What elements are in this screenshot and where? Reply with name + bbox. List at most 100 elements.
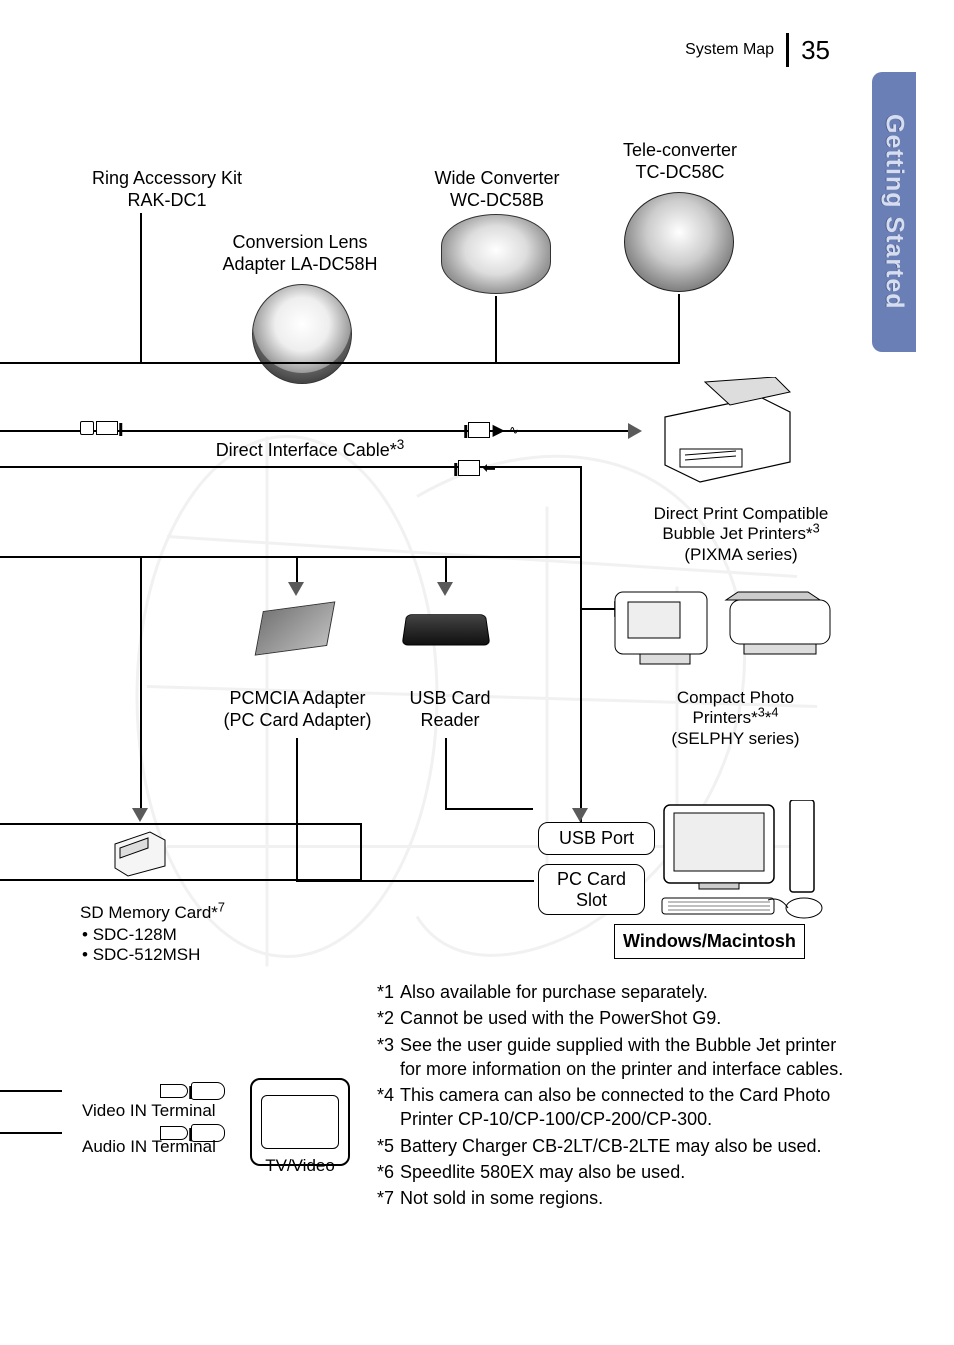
footnote-text: Battery Charger CB-2LT/CB-2LTE may also … bbox=[400, 1134, 822, 1158]
header-title: System Map bbox=[685, 41, 774, 59]
footnote-marker: *2 bbox=[377, 1006, 394, 1030]
cable-plug-icon: |||| ⬅ bbox=[453, 458, 496, 478]
header-separator bbox=[786, 33, 789, 67]
connector-line bbox=[0, 362, 680, 364]
label-text: Direct Interface Cable* bbox=[216, 440, 397, 460]
list-item: SDC-512MSH bbox=[82, 945, 200, 965]
label-superscript: 3 bbox=[813, 521, 820, 536]
page-number: 35 bbox=[801, 35, 830, 66]
connector-line bbox=[0, 556, 580, 558]
section-tab: Getting Started bbox=[872, 72, 916, 352]
label-text: (PC Card Adapter) bbox=[223, 710, 371, 730]
image-conversion-lens-adapter bbox=[252, 284, 352, 384]
connector-line bbox=[0, 1132, 62, 1134]
connector-line bbox=[140, 213, 142, 362]
label-superscript: 4 bbox=[771, 705, 778, 720]
sd-card-model-list: SDC-128M SDC-512MSH bbox=[82, 925, 200, 965]
label-ring-accessory-kit: Ring Accessory Kit RAK-DC1 bbox=[62, 168, 272, 211]
label-text: WC-DC58B bbox=[450, 190, 544, 210]
label-text: (SELPHY series) bbox=[671, 729, 799, 748]
connector-line bbox=[296, 880, 534, 882]
cable-plug-icon: |||| bbox=[160, 1082, 225, 1100]
arrow-icon bbox=[288, 582, 304, 596]
footnote-marker: *7 bbox=[377, 1186, 394, 1210]
label-wide-converter: Wide Converter WC-DC58B bbox=[412, 168, 582, 211]
connector-line bbox=[445, 808, 533, 810]
label-conversion-lens-adapter: Conversion Lens Adapter LA-DC58H bbox=[205, 232, 395, 275]
label-tele-converter: Tele-converter TC-DC58C bbox=[605, 140, 755, 183]
footnote-text: This camera can also be connected to the… bbox=[400, 1083, 852, 1132]
arrow-icon bbox=[628, 423, 642, 439]
label-text: Windows/Macintosh bbox=[623, 931, 796, 951]
label-bubblejet-printers: Direct Print Compatible Bubble Jet Print… bbox=[636, 504, 846, 565]
label-usb-card-reader: USB Card Reader bbox=[395, 688, 505, 731]
footnote-marker: *3 bbox=[377, 1033, 394, 1082]
section-tab-label: Getting Started bbox=[880, 114, 909, 310]
connector-line bbox=[296, 556, 298, 583]
connector-line bbox=[296, 738, 298, 880]
arrow-icon bbox=[572, 808, 588, 822]
footnote-text: Not sold in some regions. bbox=[400, 1186, 603, 1210]
label-text: PC Card bbox=[557, 869, 626, 889]
label-text: Wide Converter bbox=[434, 168, 559, 188]
sd-card-group-box bbox=[0, 823, 362, 881]
label-superscript: 3 bbox=[397, 437, 405, 452]
label-text: Direct Print Compatible bbox=[654, 504, 829, 523]
connector-line bbox=[445, 556, 447, 583]
label-text: Slot bbox=[576, 890, 607, 910]
badge-usb-port: USB Port bbox=[538, 822, 655, 855]
label-text: USB Card bbox=[409, 688, 490, 708]
label-text: RAK-DC1 bbox=[127, 190, 206, 210]
footnote-text: Also available for purchase separately. bbox=[400, 980, 708, 1004]
arrow-icon bbox=[437, 582, 453, 596]
image-tele-converter bbox=[624, 192, 734, 292]
footnote-marker: *5 bbox=[377, 1134, 394, 1158]
image-computer bbox=[654, 800, 844, 920]
footnotes: *1Also available for purchase separately… bbox=[377, 980, 852, 1213]
footnote-marker: *6 bbox=[377, 1160, 394, 1184]
connector-line bbox=[445, 738, 447, 808]
label-text: Tele-converter bbox=[623, 140, 737, 160]
connector-line bbox=[678, 294, 680, 364]
image-tv bbox=[250, 1078, 350, 1166]
image-compact-photo-printers bbox=[610, 572, 840, 672]
cable-plug-icon: |||| bbox=[80, 420, 121, 436]
footnote-text: See the user guide supplied with the Bub… bbox=[400, 1033, 852, 1082]
label-text: Conversion Lens bbox=[232, 232, 367, 252]
label-text: (PIXMA series) bbox=[684, 545, 797, 564]
label-superscript: 7 bbox=[218, 899, 225, 914]
label-text: TC-DC58C bbox=[635, 162, 724, 182]
label-tv-video: TV/Video bbox=[250, 1156, 350, 1176]
label-compact-photo-printers: Compact Photo Printers*3*4 (SELPHY serie… bbox=[648, 688, 823, 749]
connector-line bbox=[0, 556, 2, 557]
label-text: Reader bbox=[420, 710, 479, 730]
connector-line bbox=[580, 466, 582, 824]
footnote-text: Cannot be used with the PowerShot G9. bbox=[400, 1006, 721, 1030]
label-text: USB Port bbox=[559, 828, 634, 848]
list-item: SDC-128M bbox=[82, 925, 200, 945]
label-pcmcia-adapter: PCMCIA Adapter (PC Card Adapter) bbox=[215, 688, 380, 731]
badge-pc-card-slot: PC Card Slot bbox=[538, 864, 645, 915]
label-text: Printers* bbox=[693, 708, 758, 727]
label-superscript: 3 bbox=[758, 705, 765, 720]
footnote-marker: *4 bbox=[377, 1083, 394, 1132]
arrow-icon bbox=[132, 808, 148, 822]
connector-line bbox=[495, 296, 497, 362]
footnote-text: Speedlite 580EX may also be used. bbox=[400, 1160, 685, 1184]
image-pcmcia-adapter bbox=[255, 601, 336, 655]
image-bubblejet-printer bbox=[650, 377, 795, 487]
label-text: SD Memory Card* bbox=[80, 903, 218, 922]
label-text: Adapter LA-DC58H bbox=[222, 254, 377, 274]
label-windows-macintosh: Windows/Macintosh bbox=[614, 924, 805, 959]
label-direct-interface-cable: Direct Interface Cable*3 bbox=[205, 440, 415, 462]
connector-line bbox=[0, 1090, 62, 1092]
label-text: Ring Accessory Kit bbox=[92, 168, 242, 188]
label-text: Bubble Jet Printers* bbox=[662, 524, 812, 543]
image-usb-card-reader bbox=[402, 614, 491, 645]
footnote-marker: *1 bbox=[377, 980, 394, 1004]
cable-plug-icon: |||| ▶ ∿ bbox=[463, 420, 519, 440]
connector-line bbox=[140, 556, 142, 808]
page-header: System Map 35 bbox=[685, 33, 830, 67]
image-wide-converter bbox=[441, 214, 551, 294]
label-sd-memory-card: SD Memory Card*7 bbox=[80, 903, 225, 923]
